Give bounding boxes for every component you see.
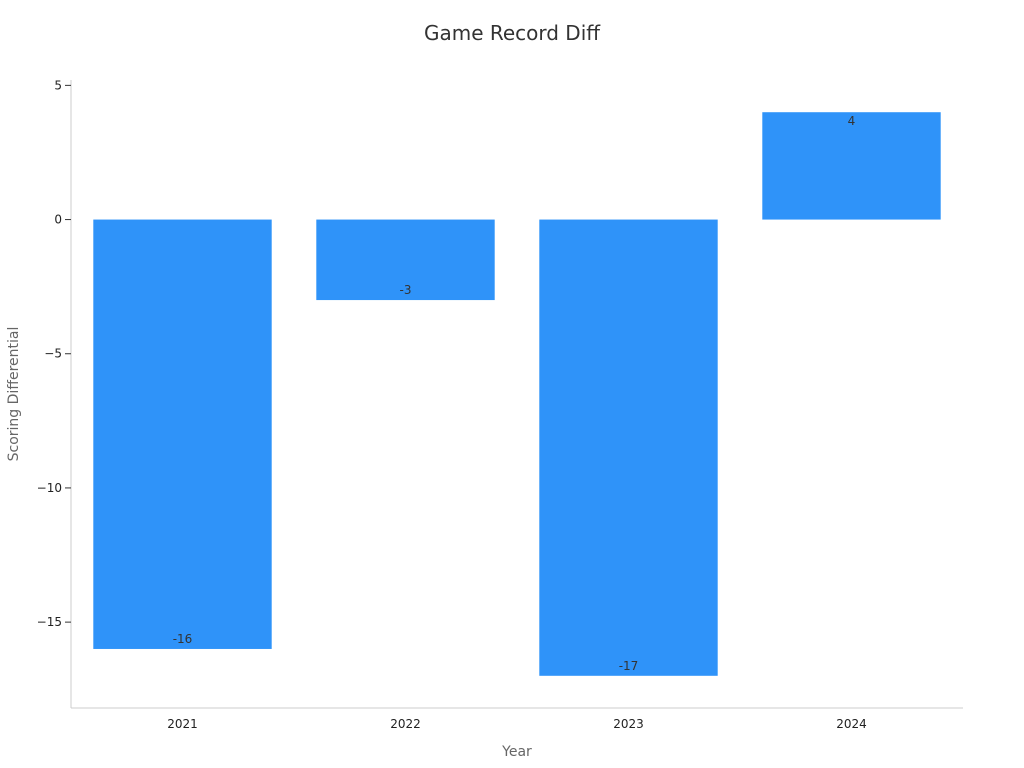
data-label-2024: 4 bbox=[848, 114, 856, 128]
data-label-2022: -3 bbox=[400, 283, 412, 297]
data-label-2021: -16 bbox=[173, 632, 193, 646]
y-tick-label: −15 bbox=[37, 615, 62, 629]
x-axis-label: Year bbox=[501, 744, 532, 760]
bar-2024 bbox=[762, 112, 941, 220]
x-tick-label-2022: 2022 bbox=[390, 717, 421, 731]
y-tick-label: 0 bbox=[54, 213, 62, 227]
bar-2021 bbox=[93, 219, 272, 649]
x-tick-label-2024: 2024 bbox=[836, 717, 867, 731]
y-tick-label: −10 bbox=[37, 481, 62, 495]
axes-layer bbox=[65, 80, 963, 709]
chart-title: Game Record Diff bbox=[424, 21, 601, 45]
x-tick-label-2023: 2023 bbox=[613, 717, 644, 731]
bar-2023 bbox=[539, 219, 718, 676]
bar-2022 bbox=[316, 219, 495, 301]
data-label-2023: -17 bbox=[619, 659, 639, 673]
labels-layer: -16 2021 -3 2022 -17 2023 4 2024 5 0 −5 −10 −15 bbox=[37, 78, 867, 731]
bars-layer bbox=[93, 112, 941, 676]
y-tick-label: 5 bbox=[54, 78, 62, 92]
y-axis-label: Scoring Differential bbox=[6, 327, 22, 462]
x-tick-label-2021: 2021 bbox=[167, 717, 198, 731]
y-tick-label: −5 bbox=[44, 347, 62, 361]
